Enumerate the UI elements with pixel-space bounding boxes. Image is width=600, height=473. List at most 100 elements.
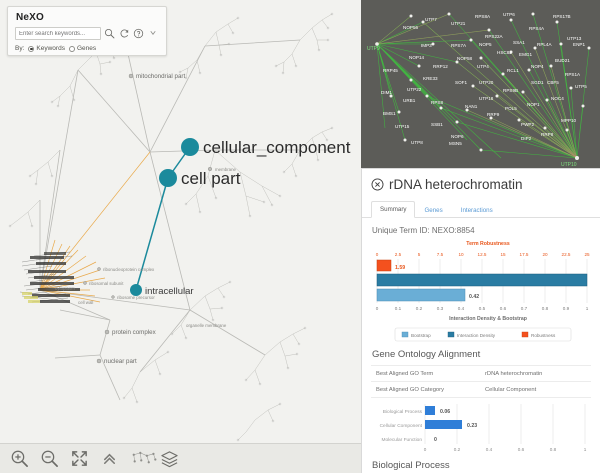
svg-text:0.6: 0.6 [518,447,525,452]
tree-node-label: cell part [181,169,241,188]
tree-node-label: ribosome precursor [117,295,155,300]
search-icon[interactable] [104,27,116,40]
radio-genes[interactable] [68,45,75,52]
svg-text:0: 0 [376,252,379,257]
svg-text:22.5: 22.5 [562,252,571,257]
svg-text:7.5: 7.5 [437,252,444,257]
fit-screen-icon[interactable] [70,449,89,468]
filter-option-keywords[interactable]: Keywords [28,45,65,52]
ontology-tree-canvas[interactable]: mitochondrial part membrane protein comp… [0,0,361,473]
svg-text:0.1: 0.1 [395,306,402,311]
gene-label: RPL4A [537,42,552,47]
filter-option-genes[interactable]: Genes [68,45,97,52]
filter-by-label: By: [15,45,25,52]
gene-label: RPS4A [529,26,545,31]
legend-label: Interaction Density [457,333,496,338]
bar-biological-process [425,406,435,415]
svg-text:12.5: 12.5 [478,252,487,257]
tab-genes[interactable]: Genes [424,207,443,214]
bar-interaction-density [376,273,588,287]
gene-label: RRP12 [433,64,448,69]
chart-legend: Bootstrap Interaction Density Robustness [394,327,572,342]
network-nodes[interactable] [375,12,591,161]
gene-label: SSA1 [513,40,525,45]
detail-tabs[interactable]: Summary Genes Interactions [362,200,600,218]
svg-text:0.3: 0.3 [437,306,444,311]
tree-node-ribonucleoprotein-complex[interactable] [97,267,101,271]
go-alignment-chart: Biological Process 0.06 Cellular Compone… [380,404,587,452]
term-detail-panel[interactable]: rDNA heterochromatin Summary Genes Inter… [361,168,600,473]
bar-value-bootstrap: 0.42 [469,294,479,300]
gene-label: UTP8 [411,140,423,145]
tree-node-membrane[interactable] [207,166,213,172]
bar-value-molecular-function: 0 [434,437,437,443]
go-alignment-table: Best Aligned GO Term rDNA heterochromati… [371,365,591,398]
tree-node-ribosome-precursor[interactable] [111,295,115,299]
tree-node-label: cytoplasm [55,286,75,291]
tab-summary[interactable]: Summary [371,201,416,218]
gene-interaction-network[interactable]: UTP9 UTP7 NOP56 UTP21 IMP3 RPS7A NOP5 NO… [361,0,600,168]
gene-label: URB1 [403,98,416,103]
radio-keywords[interactable] [28,45,35,52]
tree-node-cellular-component[interactable] [181,138,199,156]
gene-label: IMP3 [421,43,432,48]
svg-text:0.8: 0.8 [542,306,549,311]
help-icon[interactable] [133,27,145,40]
svg-text:17.5: 17.5 [520,252,529,257]
network-icon[interactable] [130,449,157,468]
bar-robustness [376,259,392,272]
tree-node-intracellular[interactable] [130,284,142,296]
tree-node-label: mitochondrial part [136,73,185,80]
filter-option-label: Genes [76,45,97,52]
svg-text:25: 25 [584,252,590,257]
network-edges-physical [376,13,578,159]
expand-icon[interactable] [148,27,160,40]
ontology-tree-graph[interactable]: mitochondrial part membrane protein comp… [0,0,361,473]
gene-label: UTP5 [575,84,587,89]
tree-node-label: ribosomal subunit [89,281,124,286]
network-graph[interactable]: UTP9 UTP7 NOP56 UTP21 IMP3 RPS7A NOP5 NO… [361,0,600,168]
svg-text:2.5: 2.5 [395,252,402,257]
gene-label: ENP1 [573,42,585,47]
gene-label: NAN1 [465,104,478,109]
gene-label-hub: UTP10 [561,162,577,168]
svg-text:0: 0 [424,447,427,452]
canvas-toolbar[interactable] [0,443,361,473]
tree-node-label: protein complex [112,329,157,336]
tree-minor-nodes[interactable]: mitochondrial part membrane protein comp… [55,73,237,365]
gene-label: NOP5 [479,42,492,47]
gene-label: UTP18 [479,96,494,101]
search-filter-row: By: Keywords Genes [15,45,159,52]
gene-label: BMS1 [383,111,396,116]
gene-label: PWP2 [521,122,534,127]
gene-label: DIM1 [381,90,392,95]
tree-node-label: ribonucleoprotein complex [103,267,155,272]
svg-text:0.9: 0.9 [563,306,570,311]
tree-node-mitochondrial-part[interactable] [128,73,134,79]
search-panel[interactable]: NeXO [7,6,167,56]
gene-label: RPS1A [565,72,581,77]
tree-node-cell-part[interactable] [159,169,177,187]
gene-label: NOP56 [403,25,419,30]
gene-label: DIP2 [521,136,532,141]
search-input[interactable] [15,27,101,40]
tab-interactions[interactable]: Interactions [460,207,493,214]
gene-label: KRE33 [423,76,438,81]
layers-icon[interactable] [160,449,179,468]
tree-highlighted-nodes[interactable]: cellular_component cell part intracellul… [130,138,351,297]
search-row [15,27,159,40]
tree-node-ribosomal-subunit[interactable] [83,281,87,285]
tree-node-nuclear-part[interactable] [96,358,102,364]
unique-term-id: Unique Term ID: NEXO:8854 [372,226,475,235]
gene-label: RCL1 [507,68,519,73]
zoom-out-icon[interactable] [40,449,59,468]
zoom-in-icon[interactable] [10,449,29,468]
tree-node-protein-complex[interactable] [104,329,110,335]
row-key: Best Aligned GO Term [376,370,434,377]
reset-icon[interactable] [119,27,131,40]
close-circle-icon[interactable] [371,178,384,191]
page-title: rDNA heterochromatin [389,177,523,192]
row-key: Best Aligned GO Category [376,386,444,393]
double-chevron-up-icon[interactable] [100,449,119,468]
